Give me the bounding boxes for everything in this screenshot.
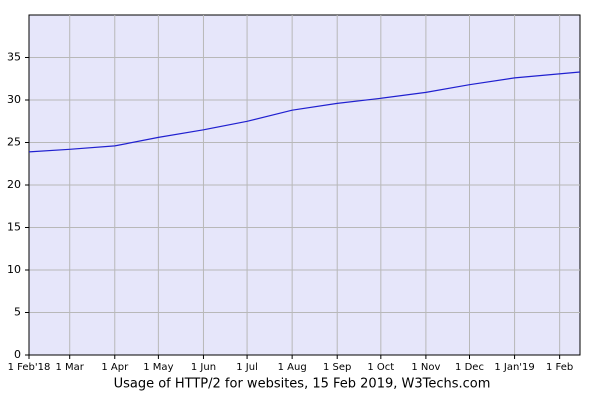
y-tick-label: 20 (7, 178, 21, 191)
x-tick-label: 1 Dec (455, 362, 484, 373)
data-line (28, 71, 581, 153)
x-tick-label: 1 Sep (323, 362, 351, 373)
y-tick-label: 25 (7, 136, 21, 149)
x-tick-label: 1 Jan'19 (494, 362, 534, 373)
chart-title: Usage of HTTP/2 for websites, 15 Feb 201… (114, 377, 491, 392)
x-tick-label: 1 Mar (55, 362, 84, 373)
y-tick-label: 30 (7, 93, 21, 106)
y-tick-label: 0 (14, 348, 21, 361)
x-tick-label: 1 Jun (191, 362, 216, 373)
x-tick-label: 1 Oct (367, 362, 394, 373)
x-tick-label: 1 Feb'18 (8, 362, 51, 373)
x-tick-label: 1 May (143, 362, 173, 373)
y-tick-label: 15 (7, 221, 21, 234)
y-tick-label: 5 (14, 306, 21, 319)
x-tick-label: 1 Apr (101, 362, 129, 373)
x-tick-label: 1 Aug (278, 362, 307, 373)
x-tick-label: 1 Feb (546, 362, 573, 373)
y-tick-label: 35 (7, 51, 21, 64)
y-tick-label: 10 (7, 263, 21, 276)
x-tick-label: 1 Jul (236, 362, 258, 373)
x-tick-label: 1 Nov (411, 362, 440, 373)
